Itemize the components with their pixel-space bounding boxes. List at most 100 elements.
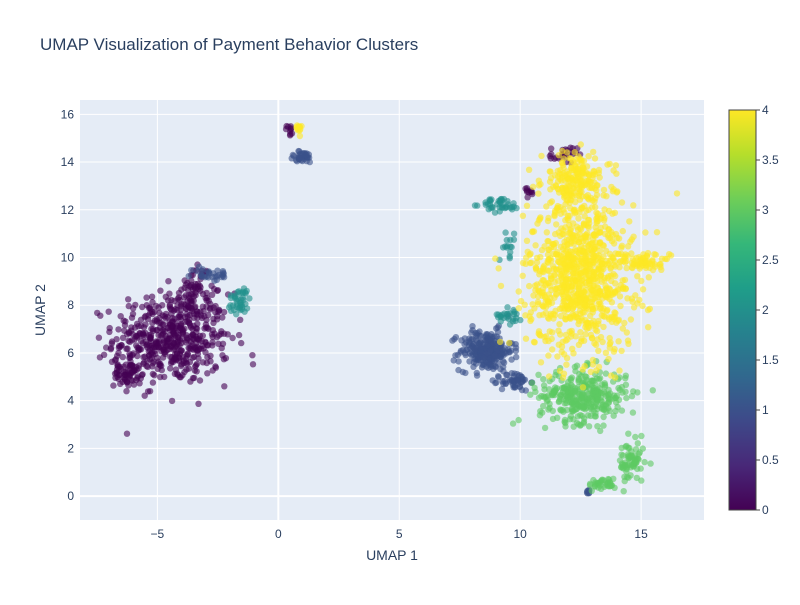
scatter-point (495, 373, 502, 380)
scatter-point (623, 329, 630, 336)
scatter-point (591, 413, 598, 420)
scatter-point (626, 444, 633, 452)
scatter-point (519, 272, 526, 279)
scatter-point (567, 297, 574, 304)
x-tick-label: 10 (514, 527, 528, 541)
scatter-point (204, 370, 211, 377)
scatter-point (610, 315, 618, 323)
scatter-point (568, 374, 576, 381)
scatter-point (589, 356, 597, 364)
scatter-point (610, 348, 618, 355)
x-tick-label: 0 (275, 527, 282, 541)
scatter-point (525, 166, 533, 173)
colorbar-tick-label: 4 (762, 103, 769, 117)
scatter-point (555, 152, 562, 159)
scatter-point (123, 388, 130, 395)
scatter-point (538, 152, 545, 160)
y-tick-label: 16 (61, 107, 75, 121)
scatter-point (165, 278, 172, 285)
scatter-point (527, 309, 534, 316)
scatter-point (168, 310, 175, 317)
scatter-point (604, 274, 611, 282)
scatter-point (597, 427, 604, 435)
scatter-point (582, 324, 589, 331)
scatter-point (148, 293, 156, 300)
scatter-point (511, 370, 518, 377)
scatter-point (495, 311, 502, 318)
scatter-point (510, 203, 517, 210)
scatter-point (569, 193, 576, 200)
scatter-point (591, 232, 598, 239)
scatter-point (592, 341, 600, 349)
scatter-point (627, 452, 635, 459)
scatter-point (587, 331, 595, 338)
scatter-point (157, 332, 164, 339)
scatter-point (213, 316, 221, 323)
scatter-point (625, 340, 632, 347)
scatter-point (585, 423, 593, 430)
scatter-point (553, 221, 560, 228)
scatter-point (560, 384, 567, 392)
scatter-point (607, 265, 614, 272)
scatter-point (598, 260, 606, 267)
scatter-point (581, 213, 588, 220)
y-tick-label: 8 (67, 298, 74, 312)
scatter-point (568, 251, 575, 258)
scatter-point (571, 406, 578, 414)
scatter-point (565, 265, 572, 272)
scatter-point (485, 364, 492, 372)
scatter-point (520, 376, 527, 383)
scatter-point (555, 189, 563, 196)
scatter-point (543, 229, 550, 236)
x-tick-label: −5 (151, 527, 165, 541)
scatter-point (594, 393, 602, 400)
scatter-point (237, 316, 244, 323)
scatter-point (565, 283, 572, 290)
colorbar (728, 109, 757, 511)
scatter-point (582, 331, 589, 338)
scatter-point (617, 302, 624, 310)
scatter-point (176, 342, 183, 349)
scatter-point (220, 308, 228, 316)
scatter-point (152, 350, 159, 358)
scatter-point (578, 243, 585, 250)
scatter-point (527, 250, 534, 257)
scatter-point (504, 304, 511, 311)
scatter-point (108, 340, 116, 347)
scatter-point (596, 375, 604, 382)
scatter-point (541, 262, 548, 269)
scatter-point (643, 252, 651, 259)
scatter-point (597, 215, 605, 222)
scatter-point (123, 372, 130, 379)
scatter-point (205, 268, 212, 275)
scatter-point (118, 341, 125, 349)
scatter-point (599, 307, 606, 314)
scatter-point (523, 237, 531, 244)
scatter-point (618, 451, 625, 458)
y-tick-label: 10 (61, 251, 75, 265)
colorbar-tick-label: 2 (762, 303, 769, 317)
scatter-point (459, 346, 466, 354)
scatter-point (539, 277, 546, 284)
scatter-point (207, 358, 214, 365)
scatter-point (549, 415, 557, 423)
scatter-point (246, 295, 253, 302)
scatter-point (133, 342, 140, 349)
scatter-point (296, 132, 304, 140)
scatter-point (573, 159, 581, 166)
scatter-point (556, 321, 563, 328)
scatter-point (637, 465, 644, 472)
scatter-point (496, 338, 504, 346)
scatter-point (589, 248, 596, 255)
scatter-point (592, 482, 599, 490)
scatter-point (540, 376, 547, 383)
scatter-point (560, 295, 567, 302)
scatter-point (504, 310, 512, 318)
scatter-point (545, 301, 552, 308)
scatter-point (563, 361, 570, 368)
scatter-point (552, 386, 560, 393)
scatter-point (172, 356, 180, 363)
scatter-point (303, 157, 310, 165)
scatter-point (530, 292, 537, 299)
